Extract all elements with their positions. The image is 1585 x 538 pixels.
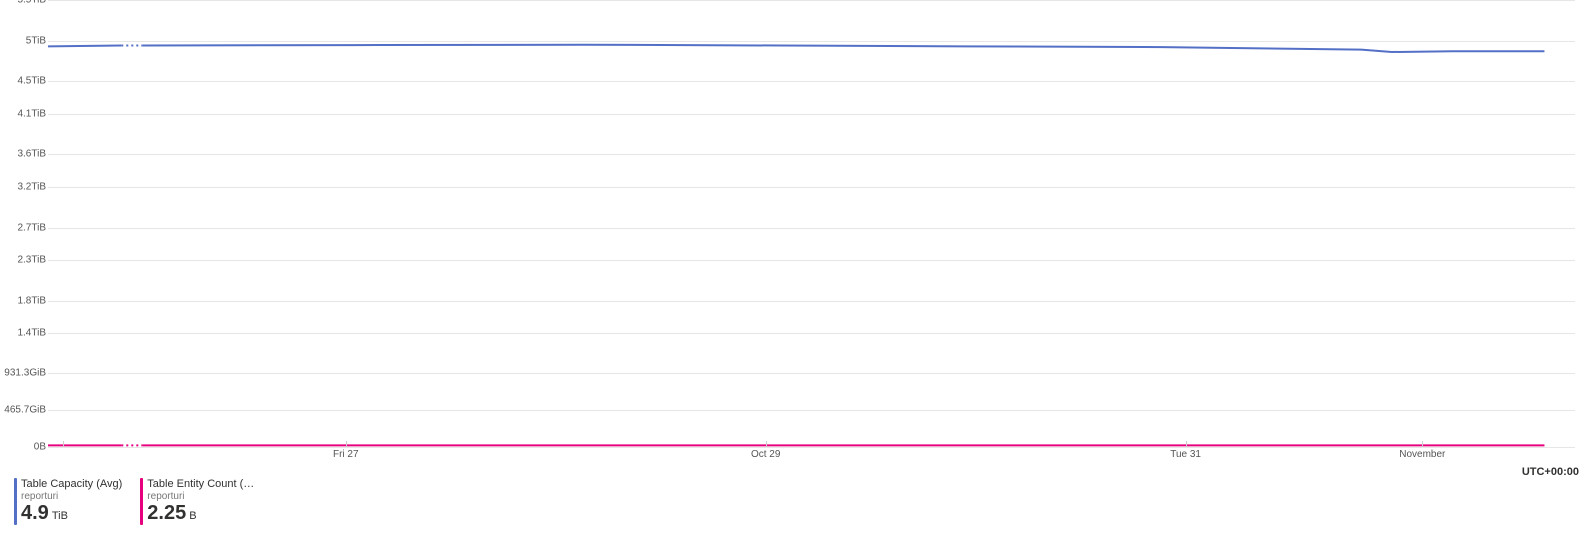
metrics-chart[interactable]: 5.5TiB 5TiB 4.5TiB 4.1TiB 3.6TiB 3.2TiB 2.7TiB…: [0, 0, 1585, 465]
legend-subtitle: reporturi: [21, 491, 122, 503]
y-axis-label: 465.7GiB: [4, 405, 46, 416]
gridline: [48, 260, 1575, 261]
plot-area: [48, 0, 1575, 447]
x-tick: [1422, 441, 1423, 447]
y-axis-label: 4.5TiB: [17, 76, 46, 87]
gridline: [48, 301, 1575, 302]
series-line-capacity: [143, 45, 1545, 52]
legend-value-row: 2.25B: [147, 502, 254, 525]
gridline: [48, 154, 1575, 155]
y-axis-label: 1.4TiB: [17, 328, 46, 339]
y-axis-label: 5.5TiB: [17, 0, 46, 6]
legend-title: Table Entity Count (…: [147, 478, 254, 491]
y-axis-label: 3.2TiB: [17, 181, 46, 192]
legend-subtitle: reporturi: [147, 491, 254, 503]
y-axis-label: 3.6TiB: [17, 149, 46, 160]
x-tick: [1186, 441, 1187, 447]
x-tick: [766, 441, 767, 447]
y-axis-label: 1.8TiB: [17, 295, 46, 306]
gridline: [48, 81, 1575, 82]
gridline: [48, 228, 1575, 229]
series-line-capacity: [48, 46, 121, 47]
gridline: [48, 0, 1575, 1]
y-axis-label: 2.3TiB: [17, 255, 46, 266]
legend-item[interactable]: Table Entity Count (…reporturi2.25B: [140, 478, 254, 525]
gridline: [48, 333, 1575, 334]
y-axis-label: 5TiB: [26, 35, 46, 46]
y-axis-label: 4.1TiB: [17, 108, 46, 119]
gridline: [48, 114, 1575, 115]
gridline: [48, 41, 1575, 42]
legend-item[interactable]: Table Capacity (Avg)reporturi4.9TiB: [14, 478, 122, 525]
legend-value-row: 4.9TiB: [21, 502, 122, 525]
x-axis-label: Tue 31: [1170, 449, 1201, 460]
legend-text: Table Entity Count (…reporturi2.25B: [147, 478, 254, 525]
legend-value: 4.9: [21, 502, 49, 525]
timezone-label: UTC+00:00: [1522, 466, 1579, 478]
x-axis-label: November: [1399, 449, 1445, 460]
legend-title: Table Capacity (Avg): [21, 478, 122, 491]
y-axis-label: 931.3GiB: [4, 368, 46, 379]
legend-text: Table Capacity (Avg)reporturi4.9TiB: [21, 478, 122, 525]
legend-unit: TiB: [52, 510, 68, 523]
y-axis-label: 0B: [34, 442, 46, 453]
legend-value: 2.25: [147, 502, 186, 525]
x-tick: [63, 441, 64, 447]
y-axis-label: 2.7TiB: [17, 222, 46, 233]
x-tick: [346, 441, 347, 447]
legend-unit: B: [189, 510, 196, 523]
chart-svg: [48, 0, 1575, 447]
x-axis: Fri 27 Oct 29 Tue 31 November: [48, 447, 1575, 465]
legend-color-bar: [140, 478, 143, 525]
legend-color-bar: [14, 478, 17, 525]
legend-row: Table Capacity (Avg)reporturi4.9TiBTable…: [14, 478, 254, 525]
x-axis-label: Fri 27: [333, 449, 359, 460]
gridline: [48, 410, 1575, 411]
x-axis-label: Oct 29: [751, 449, 780, 460]
gridline: [48, 187, 1575, 188]
gridline: [48, 373, 1575, 374]
